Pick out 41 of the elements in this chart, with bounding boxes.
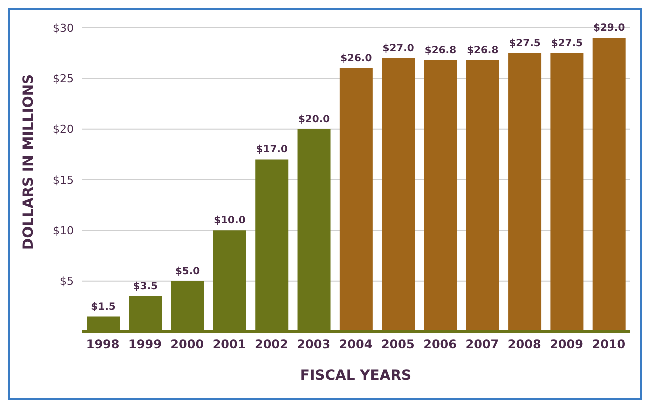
data-label: $26.8 <box>424 45 457 56</box>
x-tick-label: 1998 <box>86 338 120 352</box>
data-label: $20.0 <box>298 114 330 126</box>
x-tick-label: 2004 <box>339 338 373 352</box>
data-label: $26.8 <box>467 45 499 56</box>
data-label: $3.5 <box>133 282 158 293</box>
y-tick-label: $5 <box>60 275 74 288</box>
data-label: $27.0 <box>382 43 414 54</box>
x-tick-label: 1999 <box>128 338 162 352</box>
x-tick-label: 2009 <box>550 338 584 352</box>
x-axis-title: FISCAL YEARS <box>300 368 412 384</box>
data-label: $17.0 <box>256 144 288 156</box>
bar <box>382 58 416 332</box>
bar <box>592 38 626 332</box>
data-label: $1.5 <box>91 302 116 313</box>
y-tick-label: $25 <box>53 72 74 86</box>
x-tick-label: 2010 <box>592 338 626 352</box>
x-tick-label: 2006 <box>424 338 458 352</box>
bar <box>466 60 500 332</box>
data-label: $27.5 <box>551 38 584 50</box>
y-tick-label: $20 <box>53 123 74 136</box>
data-label: $26.0 <box>340 54 372 65</box>
y-axis-title: DOLLARS IN MILLIONS <box>20 74 37 250</box>
x-tick-label: 2001 <box>212 338 246 352</box>
bar <box>508 53 542 332</box>
bar <box>550 53 584 332</box>
y-tick-label: $10 <box>53 224 74 238</box>
data-label: $10.0 <box>214 216 246 227</box>
x-tick-label: 2007 <box>466 338 500 352</box>
bar <box>424 60 458 332</box>
x-tick-label: 2008 <box>508 338 542 352</box>
data-label: $5.0 <box>175 266 200 278</box>
data-label: $29.0 <box>594 23 626 34</box>
x-tick-label: 2000 <box>170 338 204 352</box>
bar <box>340 68 373 332</box>
x-tick-label: 2005 <box>381 338 415 352</box>
x-tick-label: 2002 <box>254 338 288 352</box>
data-label: $27.5 <box>509 38 541 50</box>
x-tick-label: 2003 <box>297 338 331 352</box>
y-tick-label: $15 <box>53 174 74 187</box>
y-tick-label: $30 <box>53 22 74 35</box>
